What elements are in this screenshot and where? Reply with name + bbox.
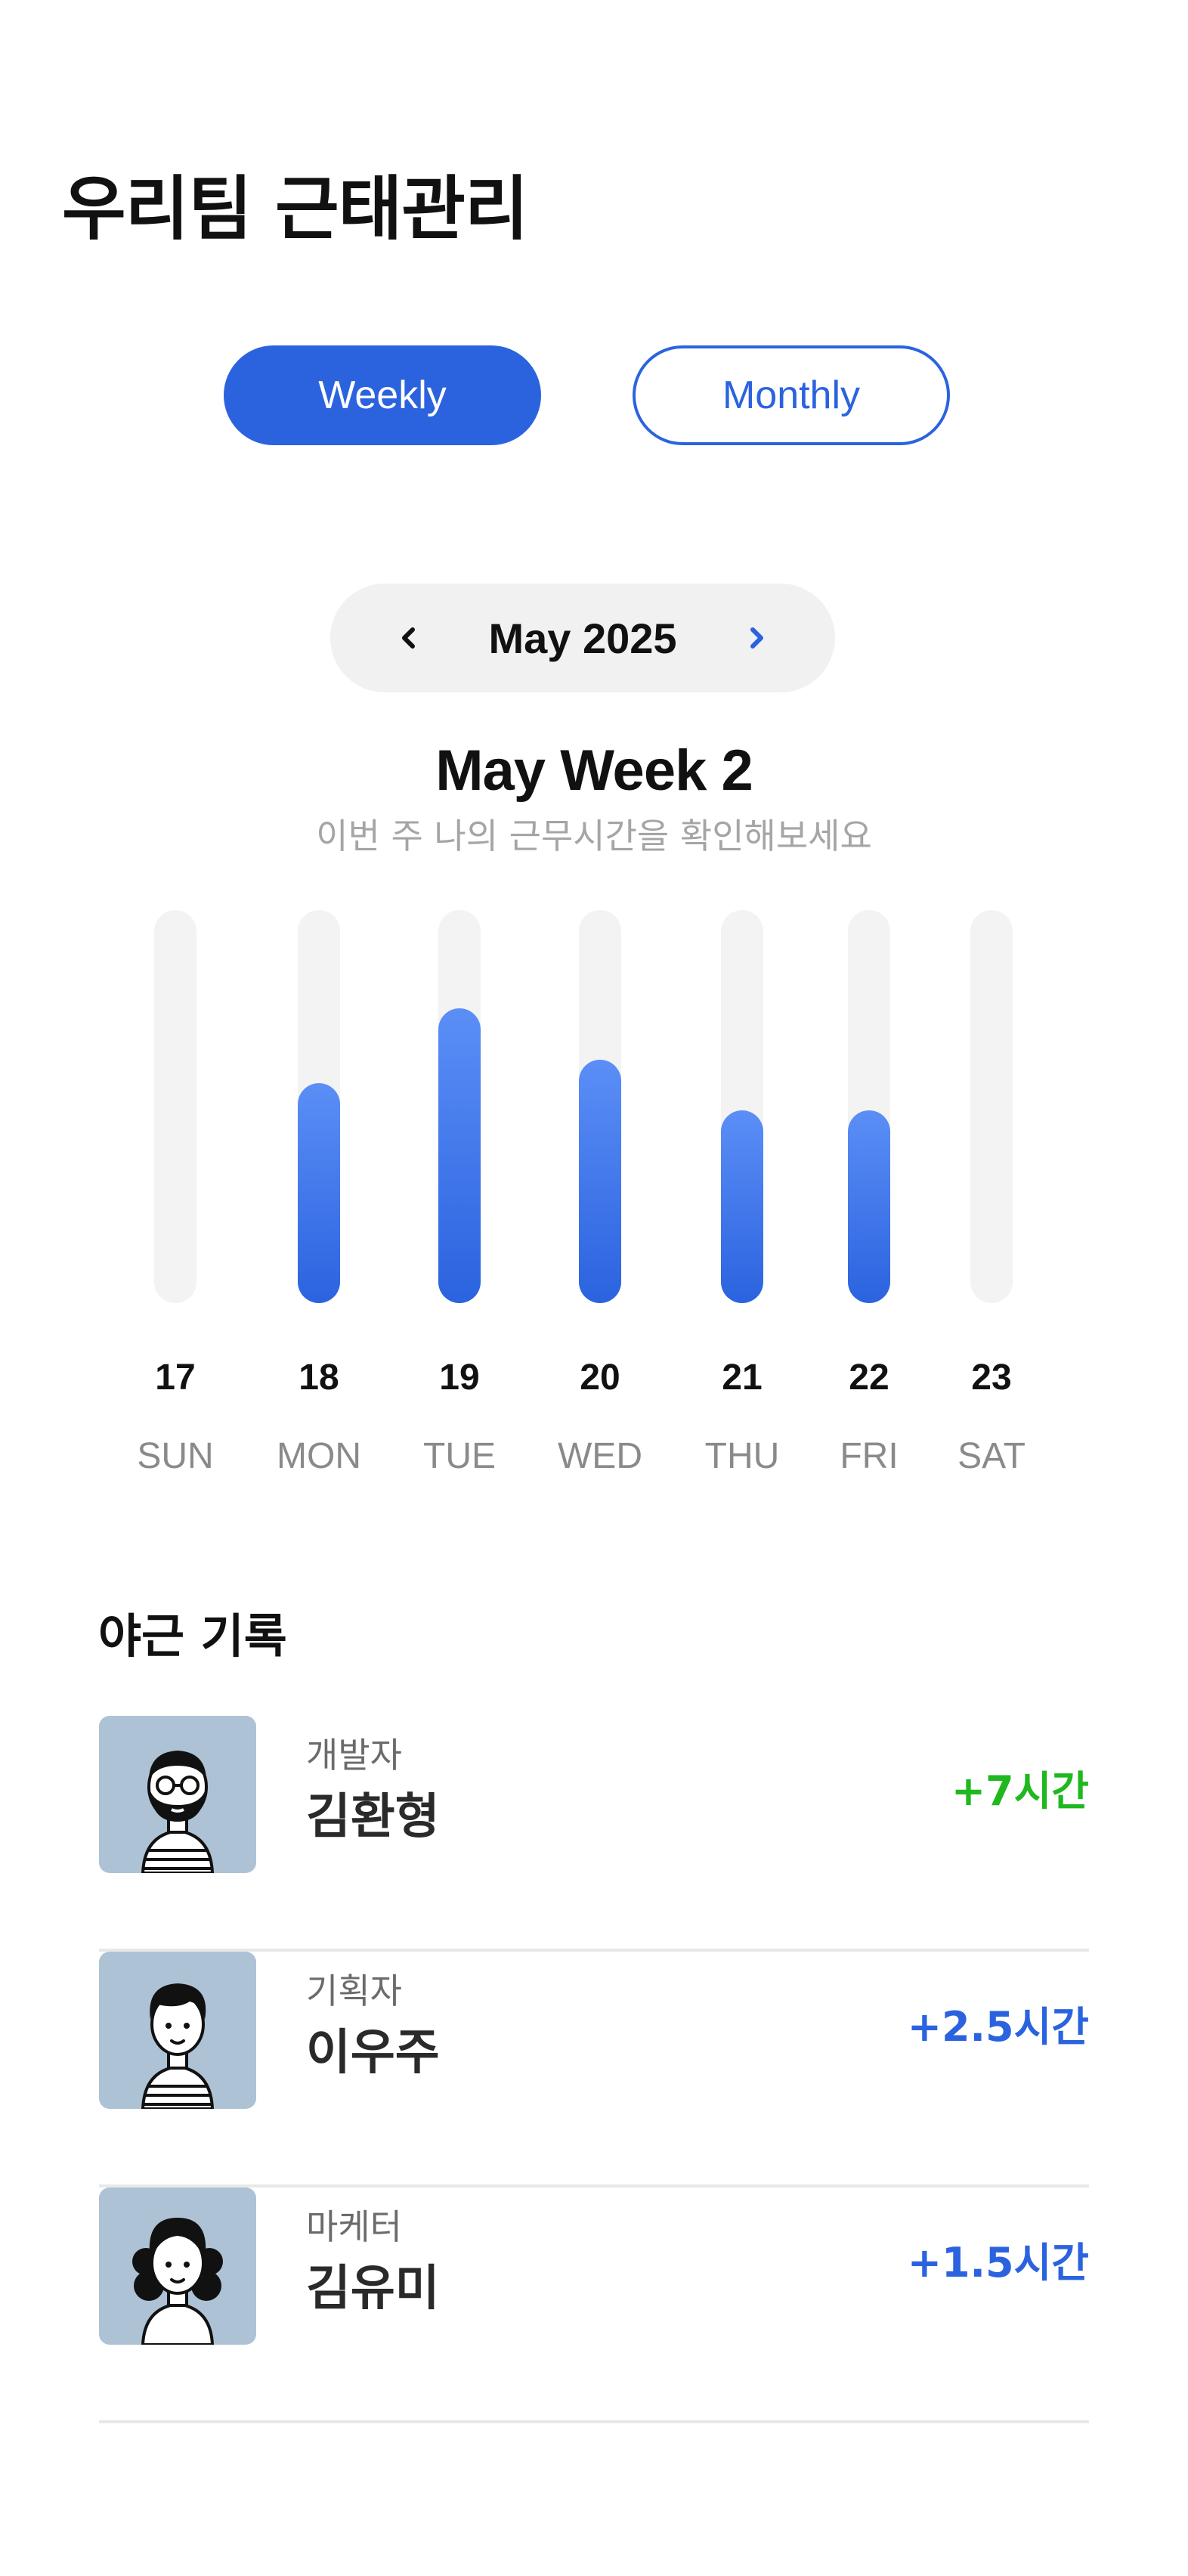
bar-track-thu [721, 910, 763, 1303]
bar-mon[interactable] [298, 1083, 340, 1303]
week-title: May Week 2 [435, 738, 753, 803]
short-hair-man-avatar-icon [99, 1952, 256, 2109]
day-number-label: 19 [439, 1358, 480, 1398]
month-navigator: May 2025 [330, 584, 835, 692]
overtime-section-title: 야근 기록 [98, 1608, 287, 1664]
overtime-hours: +2.5시간 [907, 2003, 1089, 2051]
curly-hair-woman-avatar-icon [99, 2187, 256, 2345]
list-item[interactable]: 마케터 김유미 +1.5시간 [99, 2187, 1089, 2423]
bar-tue[interactable] [438, 1008, 481, 1303]
day-name-label: FRI [840, 1436, 899, 1476]
page-title: 우리팀 근태관리 [62, 169, 529, 249]
bearded-man-avatar-icon [99, 1716, 256, 1873]
day-name-label: SUN [137, 1436, 214, 1476]
list-item[interactable]: 개발자 김환형 +7시간 [99, 1716, 1089, 1952]
day-number-label: 20 [580, 1358, 620, 1398]
week-subtitle: 이번 주 나의 근무시간을 확인해보세요 [316, 816, 872, 856]
bar-thu[interactable] [721, 1110, 763, 1303]
bar-track-sat [970, 910, 1013, 1303]
bar-track-mon [298, 910, 340, 1303]
member-name: 김환형 [306, 1789, 440, 1845]
member-role: 개발자 [306, 1735, 402, 1776]
member-name: 김유미 [306, 2261, 440, 2317]
day-name-label: WED [558, 1436, 642, 1476]
day-number-label: 22 [849, 1358, 889, 1398]
monthly-toggle-button[interactable]: Monthly [633, 345, 950, 445]
divider [99, 2420, 1089, 2423]
current-month-label: May 2025 [488, 614, 677, 662]
member-name: 이우주 [306, 2025, 440, 2081]
day-name-label: MON [277, 1436, 361, 1476]
day-name-label: TUE [423, 1436, 496, 1476]
member-role: 마케터 [306, 2206, 402, 2247]
bar-wed[interactable] [579, 1060, 621, 1303]
day-number-label: 21 [722, 1358, 763, 1398]
weekly-toggle-button[interactable]: Weekly [224, 345, 541, 445]
divider [99, 1949, 1089, 1952]
day-number-label: 17 [155, 1358, 196, 1398]
chevron-left-icon[interactable] [371, 584, 447, 692]
chevron-right-icon[interactable] [719, 584, 794, 692]
day-name-label: SAT [958, 1436, 1026, 1476]
list-item[interactable]: 기획자 이우주 +2.5시간 [99, 1952, 1089, 2187]
bar-fri[interactable] [848, 1110, 890, 1303]
overtime-hours: +7시간 [951, 1767, 1089, 1815]
day-name-label: THU [704, 1436, 780, 1476]
day-number-label: 23 [971, 1358, 1012, 1398]
overtime-hours: +1.5시간 [907, 2239, 1089, 2287]
bar-track-wed [579, 910, 621, 1303]
member-role: 기획자 [306, 1971, 402, 2011]
bar-track-sun [154, 910, 196, 1303]
divider [99, 2184, 1089, 2187]
bar-track-fri [848, 910, 890, 1303]
bar-track-tue [438, 910, 481, 1303]
day-number-label: 18 [299, 1358, 339, 1398]
